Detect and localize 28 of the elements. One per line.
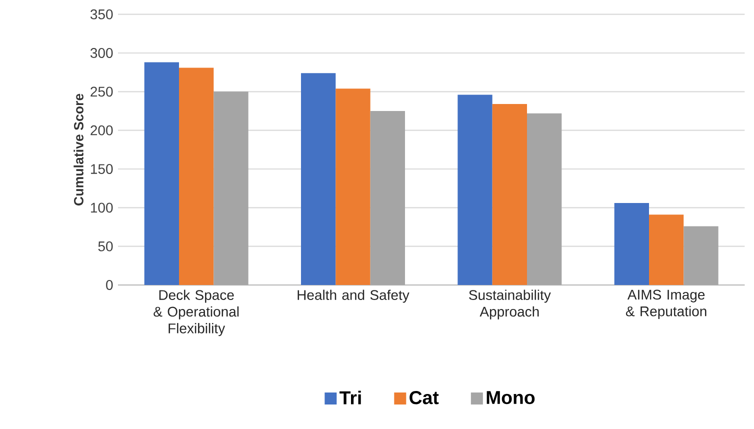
y-tick-label: 100 xyxy=(91,202,113,213)
bar xyxy=(614,203,649,285)
bar xyxy=(526,113,562,285)
bar xyxy=(684,226,718,285)
x-tick-label: AIMS Image & Reputation xyxy=(626,290,706,320)
bar xyxy=(370,111,405,285)
bar xyxy=(214,92,248,285)
y-tick-label: 150 xyxy=(91,164,113,174)
x-tick-label: Health and Safety xyxy=(298,290,410,303)
bar xyxy=(492,104,527,285)
bar xyxy=(458,94,492,285)
bar xyxy=(179,68,214,285)
y-tick-label: 250 xyxy=(90,86,113,97)
y-tick-label: 50 xyxy=(98,241,113,252)
bar xyxy=(649,214,684,285)
x-tick-label: Deck Space & Operational Flexibility xyxy=(154,290,239,336)
legend-label: Tri xyxy=(340,390,361,404)
x-tick-label: Sustainability Approach xyxy=(469,290,551,320)
y-tick-label: 0 xyxy=(106,280,113,290)
legend-label: Cat xyxy=(410,390,439,404)
bar xyxy=(301,73,336,285)
bar xyxy=(336,88,370,285)
legend-label: Mono xyxy=(486,391,535,404)
bar xyxy=(144,62,179,285)
y-axis-title: Cumulative Score xyxy=(74,94,84,206)
y-tick-label: 350 xyxy=(90,9,113,20)
y-tick-label: 200 xyxy=(90,125,113,136)
y-tick-label: 300 xyxy=(90,48,113,58)
